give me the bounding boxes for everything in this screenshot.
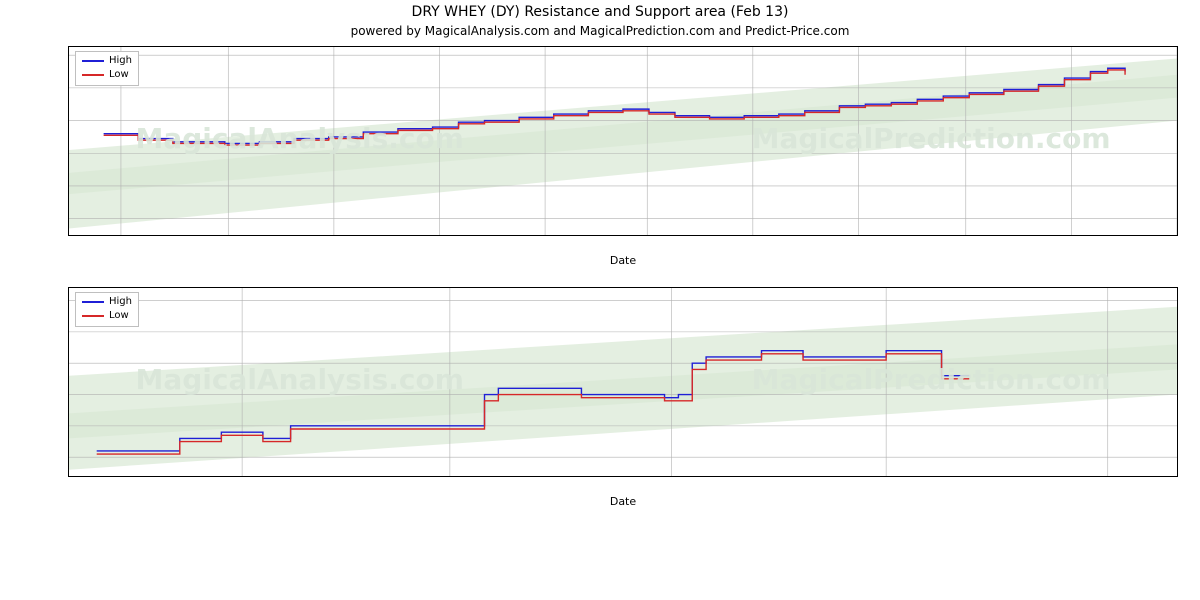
legend-swatch-low [82,74,104,76]
legend-label-high: High [109,54,132,68]
y-tick-label: 80 [68,295,69,306]
x-tick-label: 2024-01 [419,235,461,236]
legend-item-high: High [82,54,132,68]
y-tick-label: 40 [68,116,69,127]
y-tick-label: 70 [68,359,69,370]
y-tick-label: 60 [68,83,69,94]
chart-subtitle: powered by MagicalAnalysis.com and Magic… [0,24,1200,38]
x-tick-label: 2024-03 [525,235,567,236]
x-tick-label: 2024-12 [430,476,472,477]
x-tick-label: 2024-05 [627,235,669,236]
y-tick-label: 20 [68,149,69,160]
y-tick-label: 80 [68,50,69,61]
y-tick-label: −20 [68,215,69,226]
x-tick-label: 2023-09 [208,235,250,236]
x-axis-label-bottom: Date [68,495,1178,508]
x-tick-label: 2025-02 [867,476,909,477]
plot-area-top: MagicalAnalysis.com MagicalPrediction.co… [68,46,1178,236]
x-tick-label: 2024-07 [733,235,775,236]
legend-label-low-bottom: Low [109,309,129,323]
legend-bottom: High Low [75,292,139,327]
x-tick-label: 2024-11 [222,476,264,477]
x-tick-label: 2025-01 [1052,235,1094,236]
legend-item-high-bottom: High [82,295,132,309]
legend-swatch-low [82,315,104,317]
plot-area-bottom: MagicalAnalysis.com MagicalPrediction.co… [68,287,1178,477]
legend-label-low: Low [109,68,129,82]
chart-title: DRY WHEY (DY) Resistance and Support are… [0,4,1200,20]
x-axis-label-top: Date [68,254,1178,267]
legend-item-low: Low [82,68,132,82]
x-tick-label: 2025-01 [652,476,694,477]
legend-swatch-high [82,301,104,303]
chart-top: MagicalAnalysis.com MagicalPrediction.co… [68,46,1178,267]
legend-item-low-bottom: Low [82,309,132,323]
x-tick-label: 2023-07 [100,235,142,236]
legend-swatch-high [82,60,104,62]
chart-bottom: MagicalAnalysis.com MagicalPrediction.co… [68,287,1178,508]
y-tick-label: 0 [68,182,69,193]
legend-top: High Low [75,51,139,86]
y-tick-label: 55 [68,454,69,465]
x-tick-label: 2025-03 [1089,476,1131,477]
legend-label-high-bottom: High [109,295,132,309]
x-tick-label: 2025-03 [1158,235,1178,236]
x-tick-label: 2024-11 [947,235,989,236]
y-tick-label: 75 [68,327,69,338]
x-tick-label: 2023-11 [313,235,355,236]
y-tick-label: 60 [68,422,69,433]
y-tick-label: 65 [68,390,69,401]
x-tick-label: 2024-09 [839,235,881,236]
